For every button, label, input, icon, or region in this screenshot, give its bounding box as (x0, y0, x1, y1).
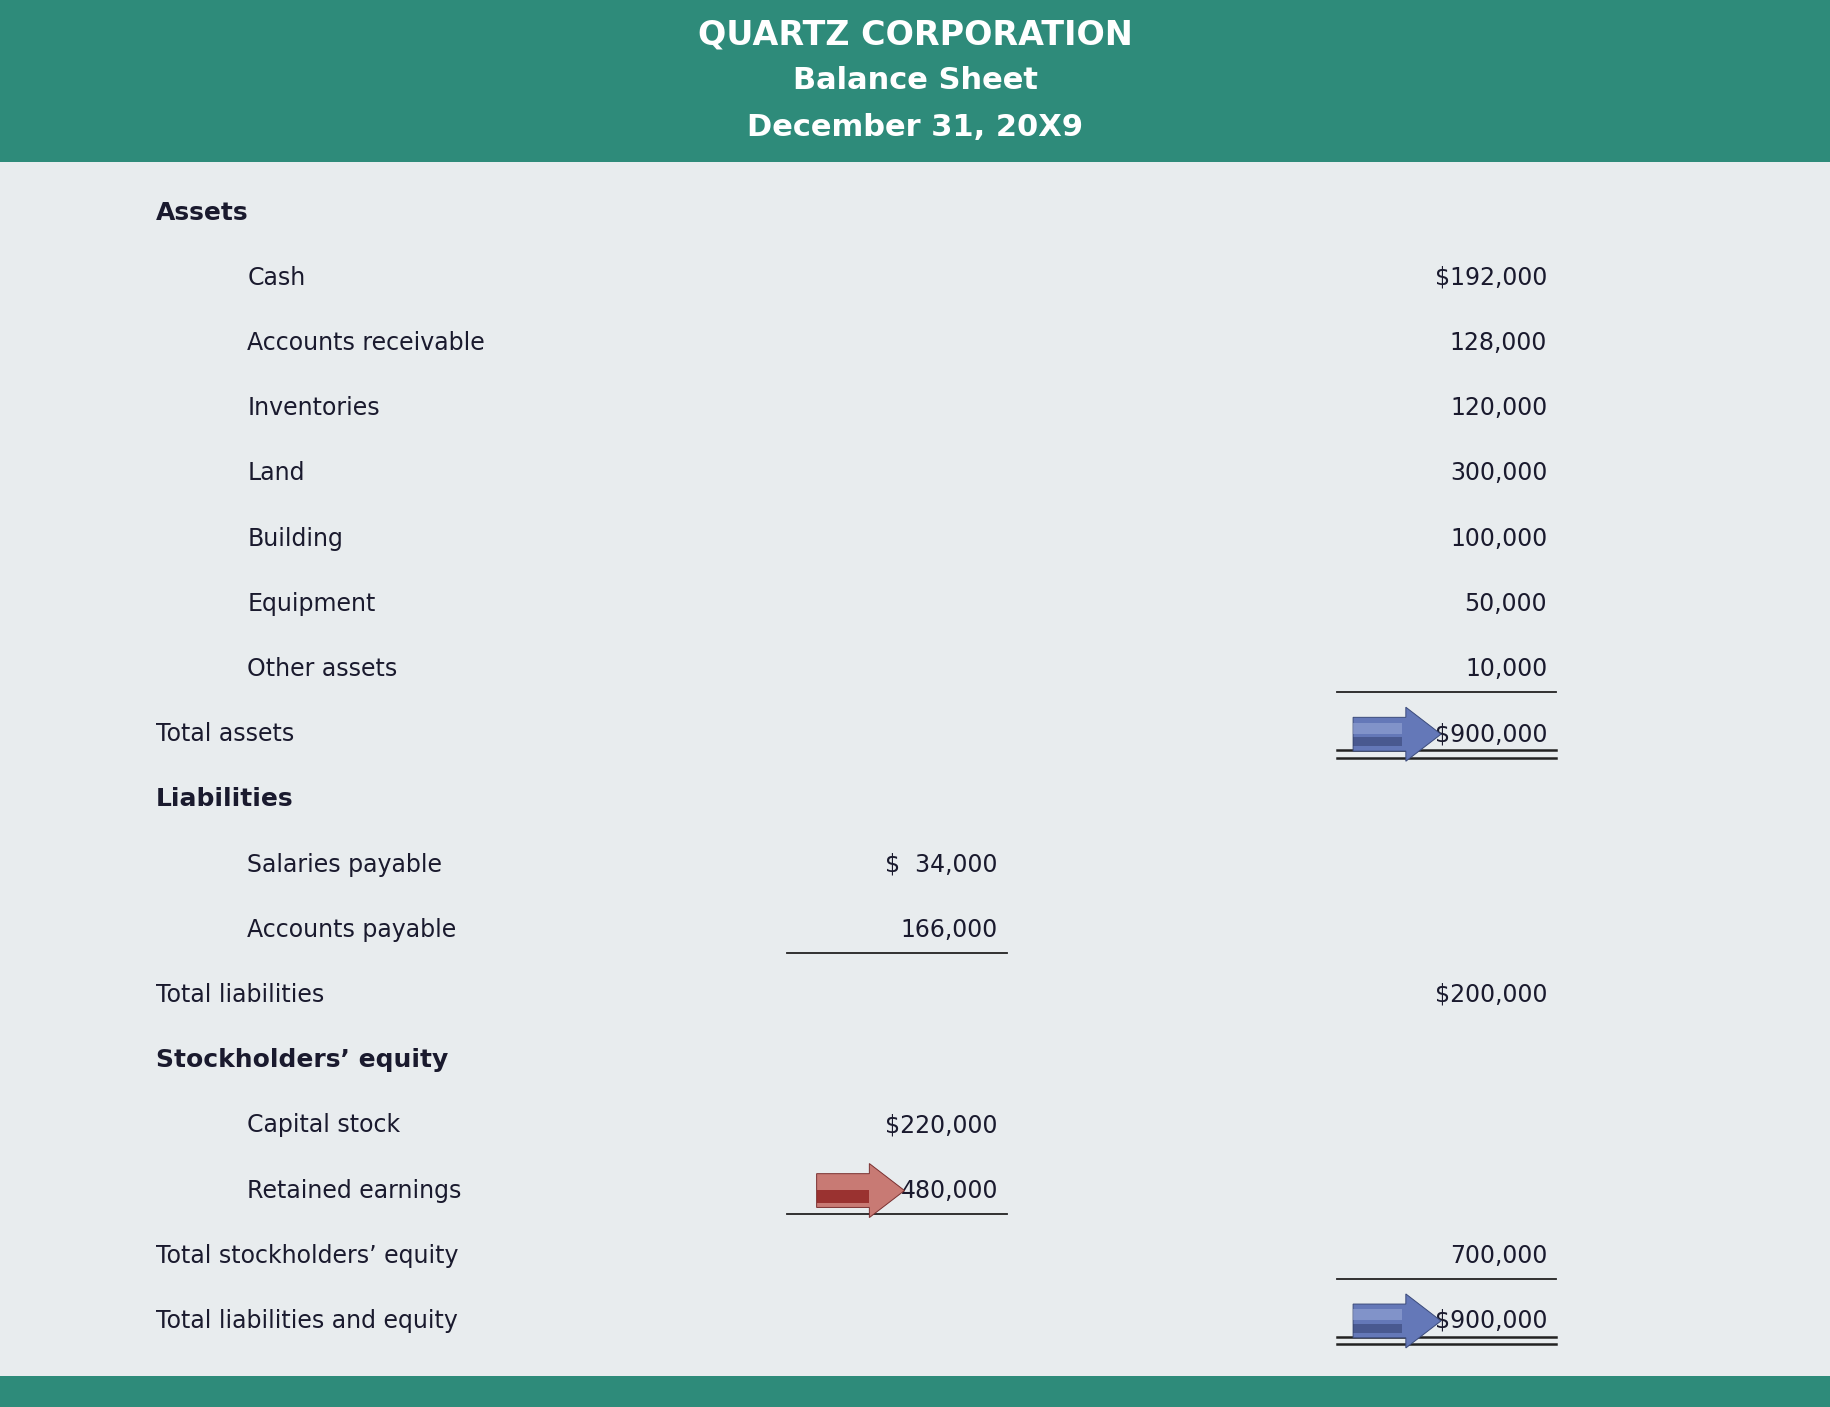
Text: Total liabilities and equity: Total liabilities and equity (156, 1309, 458, 1332)
Text: Land: Land (247, 461, 304, 485)
Text: 50,000: 50,000 (1464, 592, 1546, 616)
Text: $  34,000: $ 34,000 (886, 853, 997, 877)
Text: Total stockholders’ equity: Total stockholders’ equity (156, 1244, 458, 1268)
Text: 166,000: 166,000 (900, 917, 997, 941)
Text: $900,000: $900,000 (1435, 1309, 1546, 1332)
Text: Stockholders’ equity: Stockholders’ equity (156, 1048, 448, 1072)
Text: Liabilities: Liabilities (156, 788, 293, 812)
Text: $200,000: $200,000 (1435, 983, 1546, 1007)
Text: $220,000: $220,000 (886, 1113, 997, 1137)
FancyArrow shape (816, 1164, 904, 1217)
Text: Accounts receivable: Accounts receivable (247, 331, 485, 355)
Text: Other assets: Other assets (247, 657, 397, 681)
Text: 128,000: 128,000 (1449, 331, 1546, 355)
Text: Salaries payable: Salaries payable (247, 853, 441, 877)
Text: Total assets: Total assets (156, 722, 295, 746)
FancyArrow shape (1352, 1310, 1402, 1320)
Text: Accounts payable: Accounts payable (247, 917, 456, 941)
FancyArrow shape (1352, 737, 1402, 746)
Text: 300,000: 300,000 (1449, 461, 1546, 485)
Text: $192,000: $192,000 (1435, 266, 1546, 290)
FancyArrow shape (1352, 1324, 1402, 1332)
FancyBboxPatch shape (0, 0, 1830, 162)
Text: Capital stock: Capital stock (247, 1113, 401, 1137)
FancyArrow shape (1352, 723, 1402, 733)
Text: QUARTZ CORPORATION: QUARTZ CORPORATION (697, 18, 1133, 51)
Text: Total liabilities: Total liabilities (156, 983, 324, 1007)
Text: Equipment: Equipment (247, 592, 375, 616)
Text: December 31, 20X9: December 31, 20X9 (747, 113, 1083, 142)
Text: Assets: Assets (156, 201, 249, 225)
Text: 100,000: 100,000 (1449, 526, 1546, 550)
FancyArrow shape (816, 1190, 869, 1203)
Text: 120,000: 120,000 (1449, 397, 1546, 421)
FancyBboxPatch shape (0, 1376, 1830, 1407)
Text: Balance Sheet: Balance Sheet (792, 66, 1038, 96)
Text: Inventories: Inventories (247, 397, 379, 421)
Text: 480,000: 480,000 (900, 1179, 997, 1203)
Text: $900,000: $900,000 (1435, 722, 1546, 746)
Text: Cash: Cash (247, 266, 306, 290)
Text: 10,000: 10,000 (1464, 657, 1546, 681)
FancyArrow shape (1352, 1294, 1440, 1348)
FancyArrow shape (1352, 708, 1440, 761)
Text: Building: Building (247, 526, 342, 550)
Text: Retained earnings: Retained earnings (247, 1179, 461, 1203)
Text: 700,000: 700,000 (1449, 1244, 1546, 1268)
